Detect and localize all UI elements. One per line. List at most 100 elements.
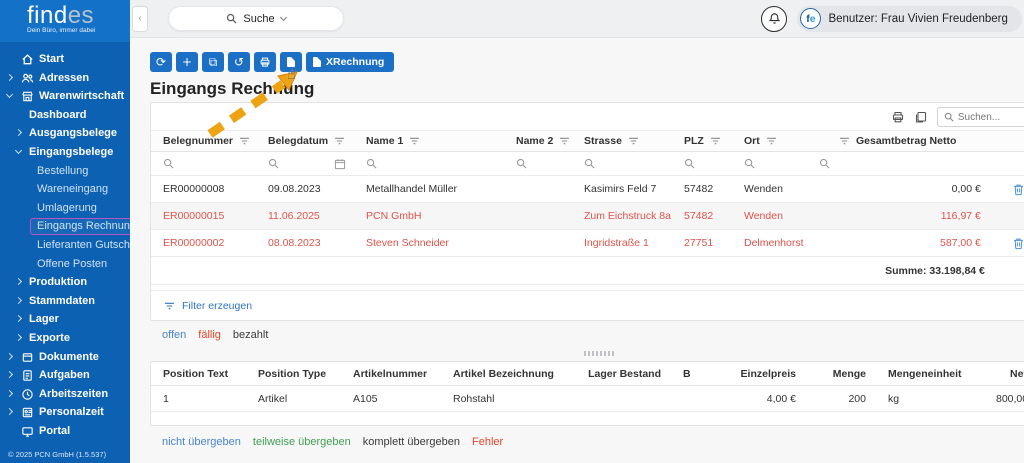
history-icon: ↺ <box>233 55 245 69</box>
column-header-b[interactable]: B <box>683 367 691 380</box>
filter-icon[interactable] <box>559 137 570 145</box>
calendar-icon[interactable] <box>334 158 346 170</box>
sidebar-item-dashboard[interactable]: Dashboard <box>0 106 130 125</box>
sidebar-item-ausgangsbelege[interactable]: Ausgangsbelege <box>0 124 130 143</box>
sidebar-item-personalzeit[interactable]: Personalzeit <box>0 403 130 422</box>
column-header-position-text[interactable]: Position Text <box>163 367 229 380</box>
column-header-artikelnummer[interactable]: Artikelnummer <box>353 367 428 380</box>
column-header-gesamtbetrag[interactable]: Gesamtbetrag Netto <box>835 131 991 151</box>
sidebar-item-label: Umlagerung <box>37 201 97 214</box>
column-header-position-type[interactable]: Position Type <box>258 367 327 380</box>
column-header-mengeneinheit[interactable]: Mengeneinheit <box>888 367 962 380</box>
refresh-button[interactable]: ⟳ <box>150 52 172 72</box>
column-header-ort[interactable]: Ort <box>732 131 807 151</box>
filter-strasse[interactable] <box>572 152 672 175</box>
sidebar-item-start[interactable]: Start <box>0 50 130 69</box>
brand-logo[interactable]: findes Dein Büro, immer dabei <box>0 0 130 42</box>
filter-name2[interactable] <box>504 152 572 175</box>
column-header-name2[interactable]: Name 2 <box>504 131 572 151</box>
transfer-legend: nicht übergeben teilweise übergeben komp… <box>162 436 1024 448</box>
legend-fehler[interactable]: Fehler <box>472 436 504 448</box>
refresh-icon: ⟳ <box>155 55 167 69</box>
legend-nicht-uebergeben[interactable]: nicht übergeben <box>162 436 241 448</box>
sidebar-item-wareneingang[interactable]: Wareneingang <box>0 180 130 199</box>
sidebar-item-eingangsbelege[interactable]: Eingangsbelege <box>0 143 130 162</box>
export-document-button[interactable] <box>280 52 302 72</box>
create-filter-link[interactable]: Filter erzeugen <box>151 290 1024 320</box>
delete-button[interactable] <box>1012 183 1024 196</box>
invoice-row[interactable]: ER00000015 11.06.2025 PCN GmbH Zum Eichs… <box>151 203 1024 230</box>
sidebar-item-bestellung[interactable]: Bestellung <box>0 162 130 181</box>
column-header-name1[interactable]: Name 1 <box>354 131 504 151</box>
sidebar-item-stammdaten[interactable]: Stammdaten <box>0 292 130 311</box>
panel-splitter[interactable] <box>150 350 1024 357</box>
copy-button[interactable]: ⧉ <box>202 52 224 72</box>
cell-netto: 116,97 € <box>940 210 981 222</box>
add-button[interactable]: + <box>176 52 198 72</box>
chevron-right-icon <box>5 352 14 360</box>
filter-ort[interactable] <box>732 152 807 175</box>
sidebar-item-aufgaben[interactable]: Aufgaben <box>0 366 130 385</box>
sidebar-item-exporte[interactable]: Exporte <box>0 329 130 348</box>
sidebar-item-adressen[interactable]: Adressen <box>0 69 130 88</box>
global-search[interactable]: Suche <box>168 6 344 31</box>
column-header-einzelpreis[interactable]: Einzelpreis <box>740 367 796 380</box>
table-export-icon[interactable] <box>914 110 928 124</box>
legend-teilweise-uebergeben[interactable]: teilweise übergeben <box>252 436 351 448</box>
sidebar-nav: Start Adressen Warenwirtschaft Dashboard… <box>0 42 166 441</box>
position-row[interactable]: 1 Artikel A105 Rohstahl 4,00 € 200 kg 80… <box>151 386 1024 412</box>
filter-icon[interactable] <box>628 137 639 145</box>
filter-icon[interactable] <box>839 137 850 145</box>
notifications-button[interactable] <box>761 5 788 32</box>
table-search-input[interactable] <box>957 111 1024 123</box>
filter-extra[interactable] <box>807 152 835 175</box>
sidebar-item-lieferanten-gutschrift[interactable]: Lieferanten Gutschrift <box>0 236 142 255</box>
column-header-strasse[interactable]: Strasse <box>572 131 672 151</box>
sidebar-item-arbeitszeiten[interactable]: Arbeitszeiten <box>0 385 130 404</box>
column-header-artikel-bezeichnung[interactable]: Artikel Bezeichnung <box>453 367 554 380</box>
filter-icon[interactable] <box>409 137 420 145</box>
column-header-netto[interactable]: Netto <box>1010 367 1024 380</box>
sidebar-item-eingangs-rechnung[interactable]: Eingangs Rechnung <box>0 217 166 236</box>
brand-find: find <box>27 2 68 29</box>
filter-icon[interactable] <box>239 137 250 145</box>
history-button[interactable]: ↺ <box>228 52 250 72</box>
filter-belegdatum[interactable] <box>256 152 354 175</box>
filter-icon[interactable] <box>710 137 721 145</box>
column-header-plz[interactable]: PLZ <box>672 131 732 151</box>
sidebar-collapse-button[interactable]: ‹ <box>132 5 148 32</box>
filter-plz[interactable] <box>672 152 732 175</box>
sidebar-item-umlagerung[interactable]: Umlagerung <box>0 199 130 218</box>
legend-komplett-uebergeben[interactable]: komplett übergeben <box>362 436 460 448</box>
filter-belegnummer[interactable] <box>151 152 256 175</box>
delete-button[interactable] <box>1012 237 1024 250</box>
column-header-belegdatum[interactable]: Belegdatum <box>256 131 354 151</box>
filter-icon[interactable] <box>334 137 345 145</box>
filter-icon[interactable] <box>766 137 777 145</box>
status-legend: offen fällig bezahlt <box>162 329 1024 341</box>
filter-name1[interactable] <box>354 152 504 175</box>
sidebar-item-produktion[interactable]: Produktion <box>0 273 130 292</box>
people-icon <box>21 72 34 85</box>
sidebar-item-offene-posten[interactable]: Offene Posten <box>0 255 130 274</box>
chevron-right-icon <box>5 389 14 397</box>
copy-icon: ⧉ <box>208 55 218 69</box>
sidebar-item-warenwirtschaft[interactable]: Warenwirtschaft <box>0 87 130 106</box>
legend-faellig[interactable]: fällig <box>198 329 221 341</box>
invoice-row[interactable]: ER00000008 09.08.2023 Metallhandel Mülle… <box>151 176 1024 203</box>
sidebar-item-lager[interactable]: Lager <box>0 310 130 329</box>
trash-icon <box>1014 184 1024 195</box>
column-header-menge[interactable]: Menge <box>832 367 866 380</box>
legend-bezahlt[interactable]: bezahlt <box>232 329 269 341</box>
invoice-row[interactable]: ER00000002 08.08.2023 Steven Schneider I… <box>151 230 1024 257</box>
column-header-lager-bestand[interactable]: Lager Bestand <box>588 367 661 380</box>
column-header-belegnummer[interactable]: Belegnummer <box>151 131 256 151</box>
sidebar-item-portal[interactable]: Portal <box>0 422 130 441</box>
xrechnung-button[interactable]: XRechnung <box>306 52 395 72</box>
table-print-icon[interactable] <box>891 110 905 124</box>
legend-offen[interactable]: offen <box>162 329 187 341</box>
print-button[interactable] <box>254 52 276 72</box>
sidebar-item-dokumente[interactable]: Dokumente <box>0 348 130 367</box>
